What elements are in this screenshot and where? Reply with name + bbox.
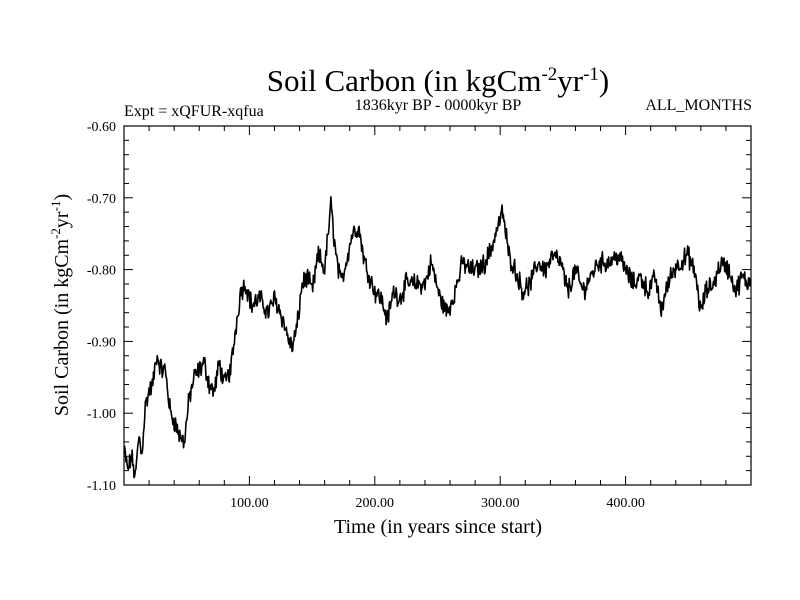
months-label: ALL_MONTHS [645, 97, 752, 114]
x-axis-ticks [148, 126, 727, 485]
x-tick-label: 200.00 [356, 496, 395, 511]
y-axis-label: Soil Carbon (in kgCm-2yr-1) [48, 194, 73, 416]
y-tick-label: -0.90 [87, 335, 116, 350]
x-tick-label: 400.00 [606, 496, 645, 511]
time-range-label: 1836kyr BP - 0000kyr BP [355, 97, 522, 114]
y-tick-label: -1.10 [87, 479, 116, 494]
experiment-label: Expt = xQFUR-xqfua [124, 103, 264, 120]
plot-area [123, 125, 752, 486]
x-tick-label: 300.00 [481, 496, 520, 511]
y-tick-label: -0.80 [87, 264, 116, 279]
series-line [124, 195, 751, 479]
x-axis-tick-labels: 100.00 200.00 300.00 400.00 [230, 496, 645, 511]
x-axis-label: Time (in years since start) [334, 516, 542, 538]
chart-title: Soil Carbon (in kgCm-2yr-1) [267, 63, 610, 98]
y-tick-label: -1.00 [87, 407, 116, 422]
y-tick-label: -0.70 [87, 192, 116, 207]
y-tick-label: -0.60 [87, 120, 116, 135]
y-axis-tick-labels: -1.10 -1.00 -0.90 -0.80 -0.70 -0.60 [87, 120, 116, 494]
x-tick-label: 100.00 [230, 496, 269, 511]
y-axis-ticks [124, 125, 751, 486]
